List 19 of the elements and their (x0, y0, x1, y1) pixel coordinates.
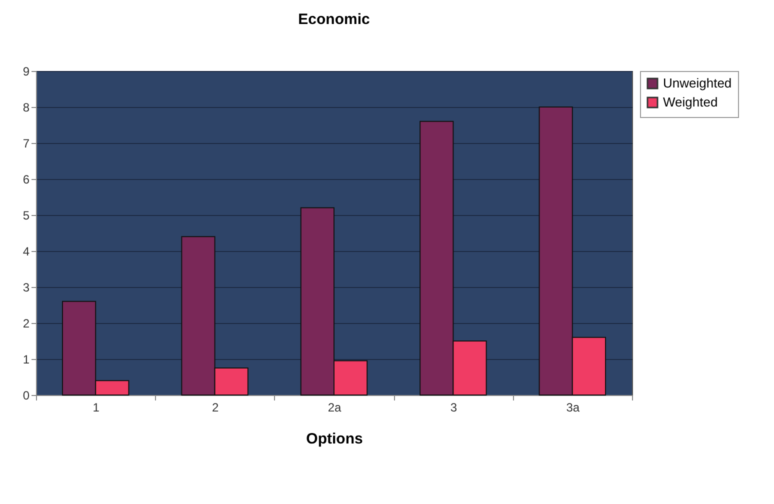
x-tick-label: 3 (450, 400, 458, 414)
y-tick-label: 5 (22, 208, 30, 222)
x-tick-label: 3a (566, 400, 580, 414)
y-tick-label: 4 (22, 244, 30, 258)
y-tick-label: 6 (22, 172, 30, 186)
x-tick-label: 2a (328, 400, 342, 414)
x-tick-label: 1 (92, 400, 100, 414)
legend-label: Unweighted (663, 76, 732, 90)
y-tick-label: 1 (22, 352, 30, 366)
chart-title: Economic (298, 11, 370, 28)
y-tick-label: 7 (22, 136, 30, 150)
y-tick-label: 9 (22, 64, 30, 78)
y-tick-label: 0 (22, 388, 30, 402)
y-tick-label: 3 (22, 280, 30, 294)
x-tick-label: 2 (212, 400, 219, 414)
y-tick-label: 8 (22, 100, 30, 114)
x-axis-title: Options (306, 430, 363, 448)
y-tick-label: 2 (22, 316, 30, 330)
legend-label: Weighted (663, 94, 718, 110)
